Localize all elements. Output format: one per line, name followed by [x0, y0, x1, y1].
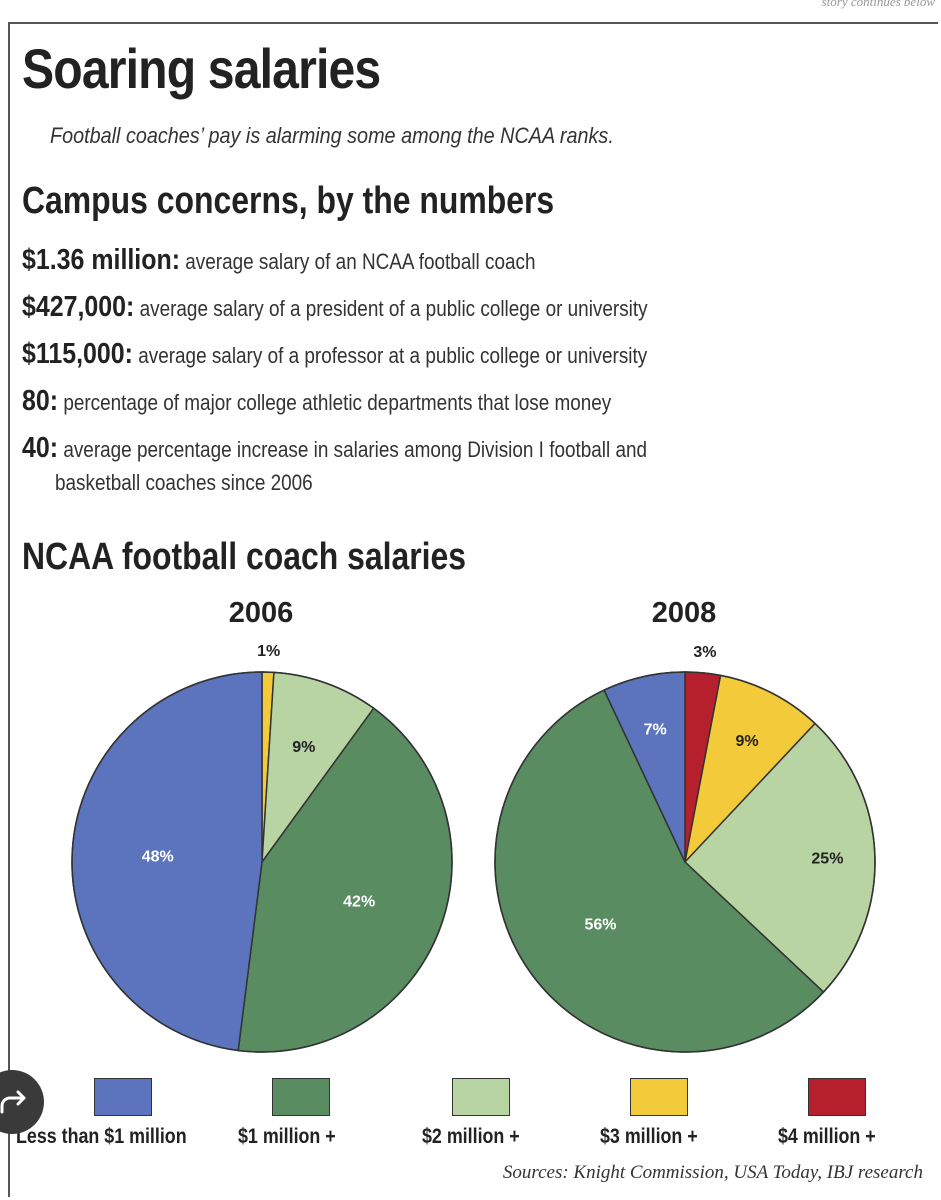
pie-label-2008-1: 56%	[584, 916, 616, 933]
legend-swatch	[808, 1078, 866, 1116]
pie-outline-2006	[71, 671, 453, 1053]
legend-swatch	[94, 1078, 152, 1116]
infographic-frame	[8, 22, 938, 1197]
stat-line: 80: percentage of major college athletic…	[22, 384, 882, 420]
page-subtitle: Football coaches’ pay is alarming some a…	[50, 123, 614, 148]
stat-value: $427,000:	[22, 291, 135, 323]
stat-value: $1.36 million:	[22, 244, 181, 276]
stat-text: average percentage increase in salaries …	[63, 437, 648, 462]
top-fragment-text: story continues below	[821, 0, 935, 9]
pie-label-2008-2: 25%	[811, 851, 843, 868]
top-strip: story continues below	[0, 0, 941, 22]
pie-label-2006-2: 9%	[292, 739, 315, 756]
stat-line: 40: average percentage increase in salar…	[22, 431, 882, 467]
share-icon	[0, 1090, 26, 1114]
pie-label-2006-3: 1%	[257, 643, 280, 660]
stat-value: $115,000:	[22, 338, 133, 370]
stat-line: $427,000: average salary of a president …	[22, 290, 882, 326]
stat-text: average salary of an NCAA football coach	[185, 249, 536, 274]
stat-value: 40:	[22, 432, 59, 464]
chart-title-2008: 2008	[651, 597, 717, 629]
legend-label: $4 million +	[778, 1125, 876, 1148]
pie-label-2008-3: 9%	[736, 733, 759, 750]
share-button[interactable]	[0, 1070, 44, 1134]
legend-label: Less than $1 million	[16, 1125, 187, 1148]
pie-label-2006-0: 48%	[142, 848, 174, 865]
legend-label: $2 million +	[422, 1125, 520, 1148]
page-title: Soaring salaries	[22, 37, 381, 100]
pie-outline-2008	[494, 671, 876, 1053]
stat-text: average salary of a professor at a publi…	[138, 343, 648, 368]
pie-label-2008-4: 3%	[693, 644, 716, 661]
legend-swatch	[630, 1078, 688, 1116]
sources-note: Sources: Knight Commission, USA Today, I…	[502, 1162, 923, 1183]
numbers-heading: Campus concerns, by the numbers	[22, 180, 555, 222]
stat-text: average salary of a president of a publi…	[139, 296, 648, 321]
pie-label-2008-0: 7%	[644, 721, 667, 738]
stat-text: percentage of major college athletic dep…	[63, 390, 612, 415]
legend-label: $3 million +	[600, 1125, 698, 1148]
pie-label-2006-1: 42%	[343, 893, 375, 910]
legend-swatch	[272, 1078, 330, 1116]
legend-swatch	[452, 1078, 510, 1116]
stat-line: $1.36 million: average salary of an NCAA…	[22, 243, 882, 279]
stat-continuation: basketball coaches since 2006	[55, 470, 313, 495]
chart-title-2006: 2006	[228, 597, 294, 629]
chart-section-heading: NCAA football coach salaries	[22, 536, 467, 578]
stat-value: 80:	[22, 385, 59, 417]
legend-label: $1 million +	[238, 1125, 336, 1148]
stat-line: $115,000: average salary of a professor …	[22, 337, 882, 373]
